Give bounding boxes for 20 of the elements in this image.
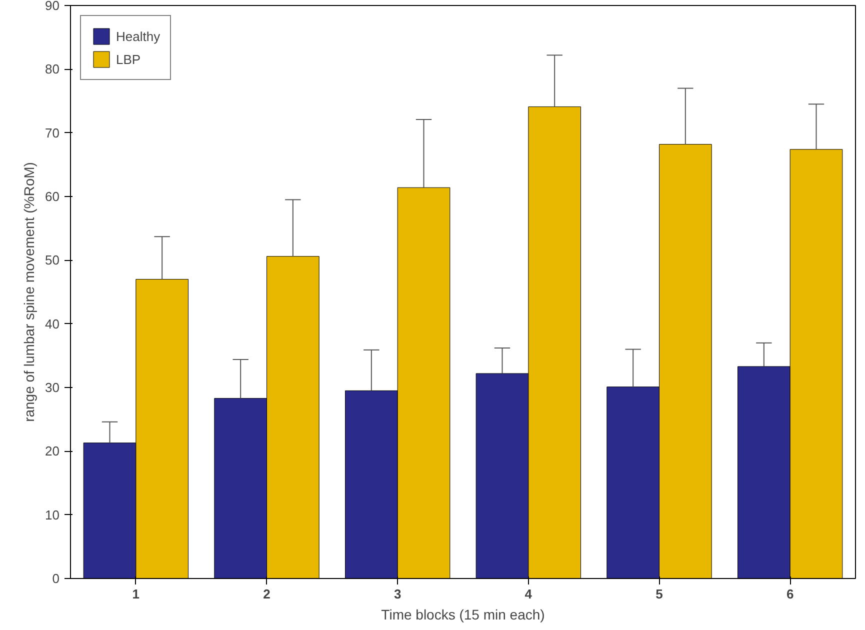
y-tick-label: 70 bbox=[45, 125, 60, 140]
y-tick-label: 90 bbox=[45, 0, 60, 13]
x-tick-label: 5 bbox=[656, 586, 663, 602]
y-tick-label: 40 bbox=[45, 316, 60, 332]
legend-label: LBP bbox=[116, 52, 141, 66]
y-tick-label: 50 bbox=[45, 252, 60, 268]
x-axis-title: Time blocks (15 min each) bbox=[381, 606, 545, 622]
x-tick-label: 3 bbox=[394, 586, 402, 602]
y-tick-label: 0 bbox=[52, 571, 60, 586]
y-tick-label: 60 bbox=[45, 189, 60, 204]
x-tick-label: 6 bbox=[786, 586, 794, 602]
y-tick-label: 30 bbox=[45, 380, 60, 395]
x-tick-label: 2 bbox=[263, 586, 270, 602]
y-tick-label: 80 bbox=[45, 62, 60, 77]
x-tick-label: 1 bbox=[132, 586, 140, 602]
y-axis-title: range of lumbar spine movement (%RoM) bbox=[21, 162, 38, 422]
legend-label: Healthy bbox=[116, 28, 160, 44]
y-tick-label: 20 bbox=[45, 444, 60, 459]
y-tick-label: 10 bbox=[45, 507, 60, 522]
x-tick-label: 4 bbox=[524, 586, 533, 602]
